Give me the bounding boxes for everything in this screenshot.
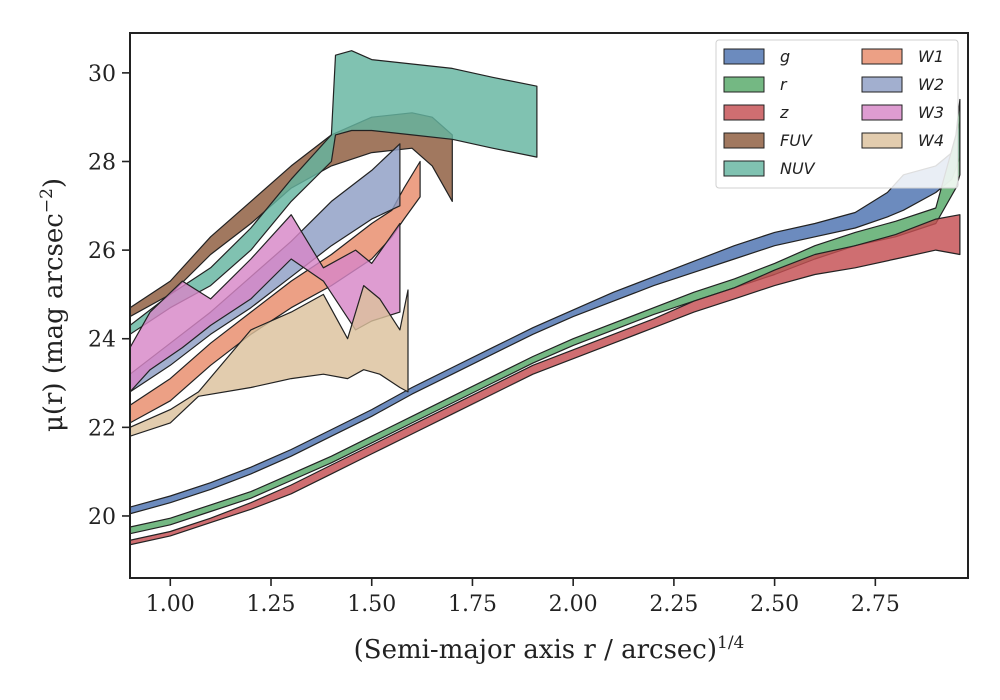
x-tick-label: 2.25 [649, 592, 698, 617]
x-tick-label: 2.00 [549, 592, 598, 617]
legend-swatch-fuv [723, 132, 765, 149]
x-axis-label: (Semi-major axis r / arcsec)1/4 [354, 633, 745, 665]
legend-swatch-r [723, 76, 765, 93]
x-tick-label: 1.00 [146, 592, 195, 617]
band-w4 [130, 285, 409, 437]
y-tick-label: 20 [88, 505, 116, 530]
legend-label-w3: W3 [918, 103, 944, 122]
legend-swatch-g [723, 48, 765, 65]
y-tick-label: 30 [88, 62, 116, 87]
band-w3 [130, 214, 401, 393]
legend-label-r: r [780, 75, 788, 94]
legend-label-w4: W4 [918, 131, 944, 150]
legend-swatch-w2 [861, 76, 903, 93]
legend-swatch-w4 [861, 132, 903, 149]
y-tick-label: 24 [88, 328, 116, 353]
x-tick-label: 1.25 [247, 592, 296, 617]
legend-label-w1: W1 [918, 47, 944, 66]
legend-label-g: g [780, 47, 790, 66]
x-axis-ticks: 1.00 1.25 1.50 1.75 2.00 2.25 2.50 2.75 [146, 578, 900, 617]
legend-label-w2: W2 [918, 75, 944, 94]
x-tick-label: 2.75 [851, 592, 900, 617]
x-tick-label: 2.50 [750, 592, 799, 617]
legend-swatch-nuv [723, 160, 765, 177]
band-z [130, 214, 961, 546]
y-axis-ticks: 20 22 24 26 28 30 [88, 62, 130, 530]
y-tick-label: 22 [88, 416, 116, 441]
y-tick-label: 26 [88, 239, 116, 264]
legend-swatch-z [723, 104, 765, 121]
legend-label-nuv: NUV [780, 159, 816, 178]
profile-bands [130, 50, 961, 546]
x-tick-label: 1.75 [448, 592, 497, 617]
legend-swatch-w1 [861, 48, 903, 65]
legend-swatch-w3 [861, 104, 903, 121]
band-r [130, 98, 961, 535]
x-tick-label: 1.50 [347, 592, 396, 617]
band-nuv [130, 50, 538, 335]
y-axis-label: μ(r) (mag arcsec−2) [37, 178, 69, 432]
legend-label-z: z [779, 103, 789, 122]
legend-label-fuv: FUV [780, 131, 813, 150]
y-tick-label: 28 [88, 150, 116, 175]
legend: grz FUV NUV W1 W2 W3 W4 [715, 39, 959, 189]
plot-frame [129, 32, 969, 579]
